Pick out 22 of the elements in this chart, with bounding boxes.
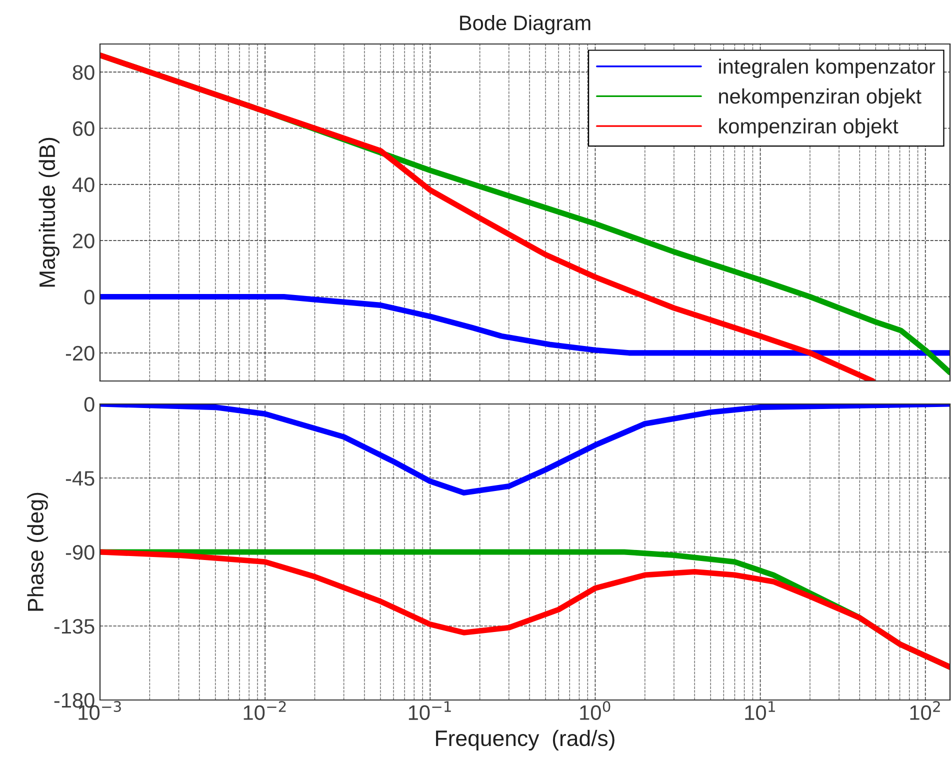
x-tick-label: 10$^{−2}$ (244, 701, 286, 720)
x-axis-title: Frequency (rad/s) (436, 730, 614, 751)
y-tick-label: 20 (73, 234, 94, 248)
chart-title: Bode Diagram (460, 15, 590, 34)
y-tick-label: 80 (72, 65, 94, 80)
x-tick-label: 10$^{1}$ (745, 701, 775, 720)
legend-label: integralen kompenzator (719, 58, 936, 78)
y-axis-title: Phase (deg) (27, 492, 48, 611)
x-tick-label: 10$^{−1}$ (408, 701, 451, 720)
y-tick-label: -45 (66, 471, 94, 486)
legend-label: nekompenziran objekt (719, 88, 922, 108)
y-tick-label: 0 (84, 290, 94, 305)
y-tick-label: -135 (54, 619, 94, 634)
y-axis-title: Magnitude (dB) (38, 138, 60, 287)
x-tick-label: 10$^{0}$ (580, 701, 610, 720)
y-tick-label: -90 (66, 545, 94, 560)
y-tick-label: 40 (72, 177, 94, 192)
y-tick-label: 60 (73, 121, 94, 136)
x-tick-label: 10$^{2}$ (910, 701, 940, 720)
legend-label: kompenziran objekt (719, 118, 898, 138)
y-tick-label: -20 (66, 346, 94, 361)
y-tick-label: 0 (84, 397, 94, 412)
